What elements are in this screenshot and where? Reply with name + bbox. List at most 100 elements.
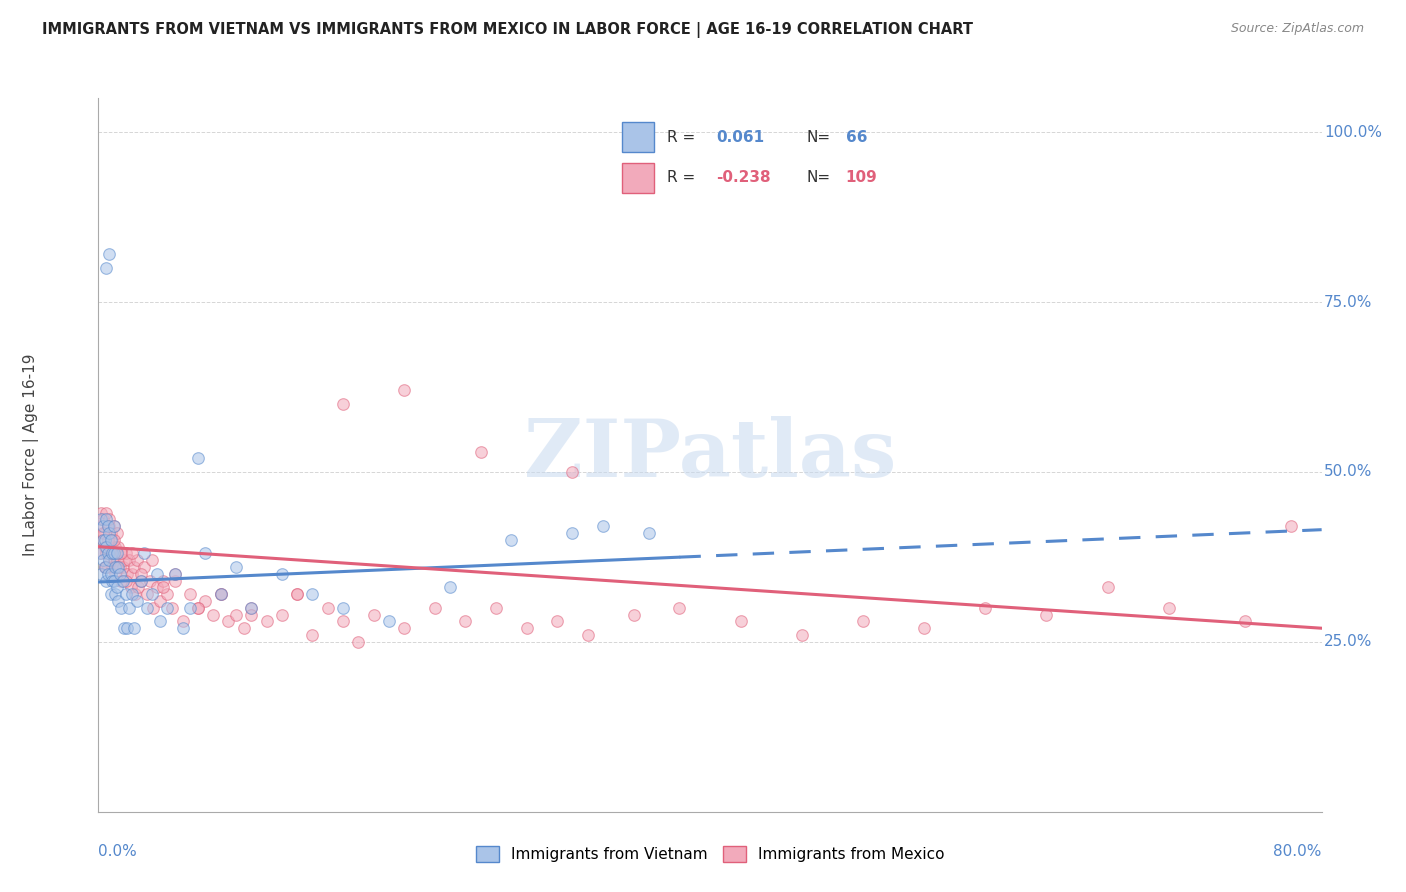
Point (90, 566, 112, 581)
Point (104, 587, 127, 601)
Point (94, 540, 117, 554)
Point (93, 560, 115, 574)
Point (115, 574, 138, 588)
Point (285, 587, 308, 601)
Point (125, 594, 148, 608)
Point (134, 546, 156, 560)
Point (90, 506, 112, 520)
Point (637, 526, 661, 541)
Point (118, 600, 141, 615)
Point (104, 566, 127, 581)
Point (100, 566, 122, 581)
Point (912, 621, 935, 635)
Point (316, 600, 339, 615)
Point (108, 566, 131, 581)
Point (98, 247, 121, 261)
Point (576, 628, 599, 642)
Point (121, 587, 143, 601)
Point (97, 519, 120, 533)
Point (136, 587, 159, 601)
Point (209, 587, 232, 601)
Point (470, 444, 492, 458)
Point (232, 621, 254, 635)
Text: IMMIGRANTS FROM VIETNAM VS IMMIGRANTS FROM MEXICO IN LABOR FORCE | AGE 16-19 COR: IMMIGRANTS FROM VIETNAM VS IMMIGRANTS FR… (42, 22, 973, 38)
Point (668, 600, 690, 615)
Point (94, 560, 117, 574)
Point (217, 615, 239, 629)
Point (101, 533, 124, 547)
Point (103, 574, 125, 588)
Point (117, 566, 139, 581)
Point (93, 533, 115, 547)
Point (129, 574, 152, 588)
Point (1234, 615, 1257, 629)
Point (91, 512, 114, 526)
Point (163, 566, 186, 581)
Point (100, 526, 122, 541)
Text: N=: N= (807, 130, 831, 145)
Point (194, 594, 217, 608)
Point (561, 526, 583, 541)
Point (561, 465, 583, 479)
Point (152, 574, 174, 588)
Point (98, 512, 121, 526)
Point (101, 546, 124, 560)
Point (93, 540, 115, 554)
Point (90, 546, 112, 560)
Point (91, 533, 114, 547)
Point (103, 546, 125, 560)
Text: 100.0%: 100.0% (1324, 125, 1382, 140)
Point (103, 533, 125, 547)
Point (423, 600, 446, 615)
Text: 0.0%: 0.0% (98, 844, 138, 859)
Point (129, 574, 152, 588)
Point (256, 615, 278, 629)
Point (100, 546, 122, 560)
Point (120, 581, 142, 595)
Point (107, 594, 129, 608)
Point (97, 519, 120, 533)
Point (117, 621, 139, 635)
Point (105, 553, 128, 567)
Point (97, 533, 120, 547)
Point (89, 519, 111, 533)
Point (112, 621, 135, 635)
Point (110, 546, 132, 560)
Point (1097, 581, 1119, 595)
Point (1157, 600, 1180, 615)
Point (122, 560, 145, 574)
Point (93, 526, 115, 541)
Point (240, 600, 263, 615)
Point (332, 397, 354, 411)
Text: Source: ZipAtlas.com: Source: ZipAtlas.com (1230, 22, 1364, 36)
Point (97, 546, 120, 560)
Point (179, 600, 201, 615)
Point (127, 581, 149, 595)
Text: 75.0%: 75.0% (1324, 294, 1372, 310)
Point (100, 553, 122, 567)
Point (156, 600, 179, 615)
Point (301, 628, 323, 642)
FancyBboxPatch shape (621, 122, 654, 152)
Point (156, 587, 179, 601)
Point (98, 546, 121, 560)
Point (111, 574, 134, 588)
Point (454, 615, 477, 629)
Text: 109: 109 (845, 170, 877, 185)
Point (363, 607, 385, 622)
Point (163, 566, 186, 581)
Point (115, 587, 138, 601)
Point (209, 587, 232, 601)
Point (225, 607, 247, 622)
Point (105, 560, 128, 574)
Legend: Immigrants from Vietnam, Immigrants from Mexico: Immigrants from Vietnam, Immigrants from… (470, 840, 950, 868)
Point (332, 615, 354, 629)
Point (91, 519, 114, 533)
Point (110, 574, 132, 588)
Point (516, 621, 538, 635)
Point (194, 546, 217, 560)
Point (501, 533, 523, 547)
Point (1279, 519, 1302, 533)
Point (134, 560, 156, 574)
Point (141, 587, 163, 601)
